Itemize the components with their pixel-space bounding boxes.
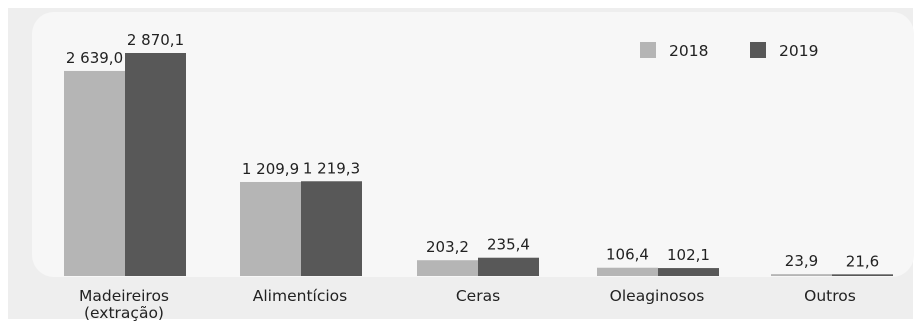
category-label-3: Ceras	[456, 287, 500, 305]
bar-2019-1	[125, 53, 186, 276]
data-label-2019-1: 2 870,1	[127, 31, 184, 49]
data-label-2019-2: 1 219,3	[303, 159, 360, 177]
bar-2019-2	[301, 181, 362, 276]
data-label-2018-4: 106,4	[606, 246, 649, 264]
data-label-2019-4: 102,1	[667, 246, 710, 264]
bar-2018-5	[771, 274, 832, 276]
category-label-4: Oleaginosos	[610, 287, 705, 305]
data-label-2019-5: 21,6	[846, 252, 879, 270]
bar-2018-4	[597, 267, 658, 276]
data-label-2018-2: 1 209,9	[242, 160, 299, 178]
data-label-2019-3: 235,4	[487, 236, 530, 254]
bar-2019-5	[832, 274, 893, 276]
data-label-2018-3: 203,2	[426, 238, 469, 256]
bar-2018-3	[417, 260, 478, 276]
bar-2018-2	[240, 181, 301, 276]
bar-2019-4	[658, 268, 719, 276]
bar-2018-1	[64, 70, 125, 276]
legend-swatch-2018	[640, 42, 656, 58]
data-label-2018-1: 2 639,0	[66, 49, 123, 67]
category-label-1-line-2: (extração)	[84, 304, 164, 322]
legend-label-2019: 2019	[779, 42, 818, 60]
data-label-2018-5: 23,9	[785, 252, 818, 270]
legend-swatch-2019	[750, 42, 766, 58]
category-label-1: Madeireiros	[79, 287, 169, 305]
category-label-5: Outros	[804, 287, 856, 305]
category-label-2: Alimentícios	[253, 287, 347, 305]
bar-2019-3	[478, 257, 539, 276]
legend-label-2018: 2018	[669, 42, 708, 60]
